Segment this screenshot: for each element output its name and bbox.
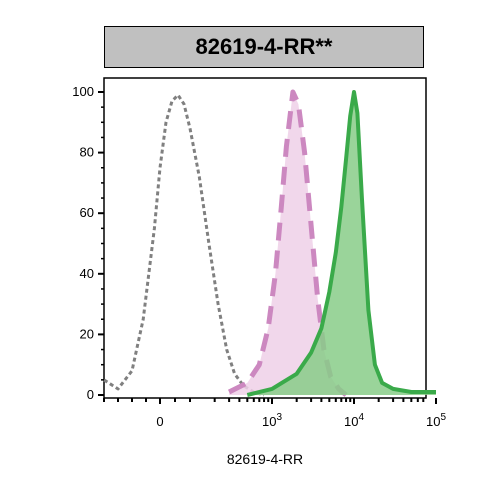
y-tick-label: 80 xyxy=(80,145,94,160)
series-3-fill xyxy=(247,92,436,395)
y-tick-label: 40 xyxy=(80,266,94,281)
x-tick-label: 104 xyxy=(344,412,364,429)
y-tick-label: 100 xyxy=(72,84,94,99)
y-tick-label: 0 xyxy=(87,387,94,402)
y-tick-label: 60 xyxy=(80,205,94,220)
y-tick-label: 20 xyxy=(80,326,94,341)
series-2-fill xyxy=(229,92,347,395)
x-axis-title: 82619-4-RR xyxy=(227,451,303,467)
series-3-line xyxy=(246,90,436,397)
x-tick-label: 103 xyxy=(262,412,282,429)
series-1-line xyxy=(103,93,265,397)
x-tick-label: 105 xyxy=(426,412,446,429)
x-tick-label: 0 xyxy=(156,414,163,429)
chart-title: 82619-4-RR** xyxy=(104,26,424,68)
